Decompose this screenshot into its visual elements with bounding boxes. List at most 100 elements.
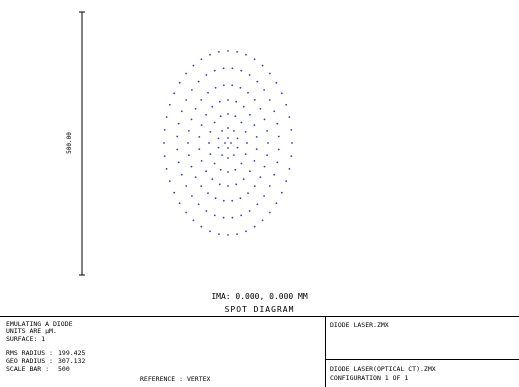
spot-point <box>239 86 242 89</box>
scale-bar-info-value: 500 <box>58 365 70 373</box>
spot-point <box>230 142 232 144</box>
spot-point <box>222 199 225 202</box>
spot-point <box>221 130 224 132</box>
spot-point <box>263 118 266 121</box>
spot-point <box>188 130 190 132</box>
spot-point <box>177 161 180 164</box>
spot-point <box>240 69 243 72</box>
spot-point <box>168 180 171 183</box>
spot-point <box>191 89 193 91</box>
spot-point <box>227 113 229 115</box>
spot-point <box>266 130 268 132</box>
spot-point <box>268 185 271 187</box>
spot-point <box>205 210 208 212</box>
spot-point <box>198 136 201 138</box>
spot-point <box>248 74 251 76</box>
spot-point <box>211 105 214 108</box>
spot-point <box>165 116 168 118</box>
scale-bar-label: 500.00 <box>66 132 73 154</box>
spot-point <box>194 176 197 179</box>
spot-point <box>244 153 247 156</box>
spot-point <box>247 192 249 195</box>
spot-point <box>218 51 220 53</box>
spot-point <box>253 99 256 101</box>
spot-point <box>227 157 229 159</box>
spot-point <box>227 137 229 139</box>
file-name: DIODE LASER.ZMX <box>330 321 389 329</box>
spot-point <box>217 137 220 140</box>
spot-point <box>192 219 195 222</box>
spot-point <box>273 110 276 113</box>
spot-point <box>214 86 217 89</box>
spot-point <box>277 148 280 151</box>
spot-point <box>205 170 208 173</box>
spot-point <box>231 84 234 87</box>
scale-bar-info-label: SCALE BAR : <box>6 365 50 373</box>
spot-point <box>213 69 216 72</box>
spot-point <box>261 64 264 67</box>
spot-point <box>205 74 208 76</box>
spot-point <box>227 127 229 129</box>
spot-point <box>219 115 222 118</box>
spot-point <box>248 210 251 212</box>
spot-point <box>245 230 247 233</box>
config-label: DIODE LASER(OPTICAL CT).ZMX <box>330 365 436 373</box>
spot-point <box>244 131 247 133</box>
spot-point <box>211 178 214 181</box>
spot-point <box>227 147 229 149</box>
spot-point <box>192 64 195 67</box>
spot-point <box>235 100 238 103</box>
spot-point <box>218 183 221 186</box>
spot-point <box>253 124 256 126</box>
spot-point <box>253 225 256 228</box>
spot-point <box>173 191 176 194</box>
spot-point <box>214 197 217 200</box>
spot-point <box>235 183 238 186</box>
spot-point <box>190 118 193 121</box>
title-block <box>0 316 519 387</box>
spot-point <box>207 91 209 94</box>
spot-point <box>197 80 200 83</box>
title-block-right-divider <box>325 359 519 360</box>
spot-point <box>221 154 224 157</box>
chart-title: SPOT DIAGRAM <box>224 305 295 314</box>
spot-point <box>213 214 216 217</box>
spot-point <box>178 81 181 84</box>
spot-point <box>180 110 183 113</box>
spot-point <box>263 89 265 91</box>
info-line-2: SURFACE: 1 <box>6 335 46 343</box>
spot-point <box>276 122 279 125</box>
spot-point <box>176 135 179 138</box>
spot-points <box>163 50 293 236</box>
spot-point <box>247 91 249 94</box>
spot-point <box>188 154 190 157</box>
spot-point <box>280 191 283 194</box>
spot-point <box>177 122 180 125</box>
spot-point <box>268 99 271 101</box>
spot-point <box>263 165 266 168</box>
spot-point <box>236 137 239 140</box>
configuration: CONFIGURATION 1 OF 1 <box>330 374 409 382</box>
spot-point <box>255 136 258 138</box>
spot-point <box>259 176 262 179</box>
spot-point <box>200 58 203 61</box>
scale-bar: 500.00 <box>66 11 85 276</box>
rms-radius-value: 199.425 <box>58 349 86 357</box>
spot-point <box>290 129 293 131</box>
spot-point <box>218 100 221 103</box>
spot-point <box>246 142 248 144</box>
spot-point <box>219 168 222 171</box>
spot-point <box>285 180 288 183</box>
spot-point <box>194 108 197 110</box>
spot-point <box>163 129 166 131</box>
reference-label: REFERENCE : VERTEX <box>140 375 211 383</box>
spot-point <box>207 192 209 195</box>
spot-point <box>200 124 203 126</box>
spot-point <box>253 185 256 188</box>
spot-point <box>197 203 200 206</box>
spot-point <box>269 72 271 75</box>
spot-point <box>163 155 166 158</box>
spot-point <box>290 155 293 158</box>
spot-point <box>190 165 193 168</box>
spot-point <box>231 216 234 219</box>
